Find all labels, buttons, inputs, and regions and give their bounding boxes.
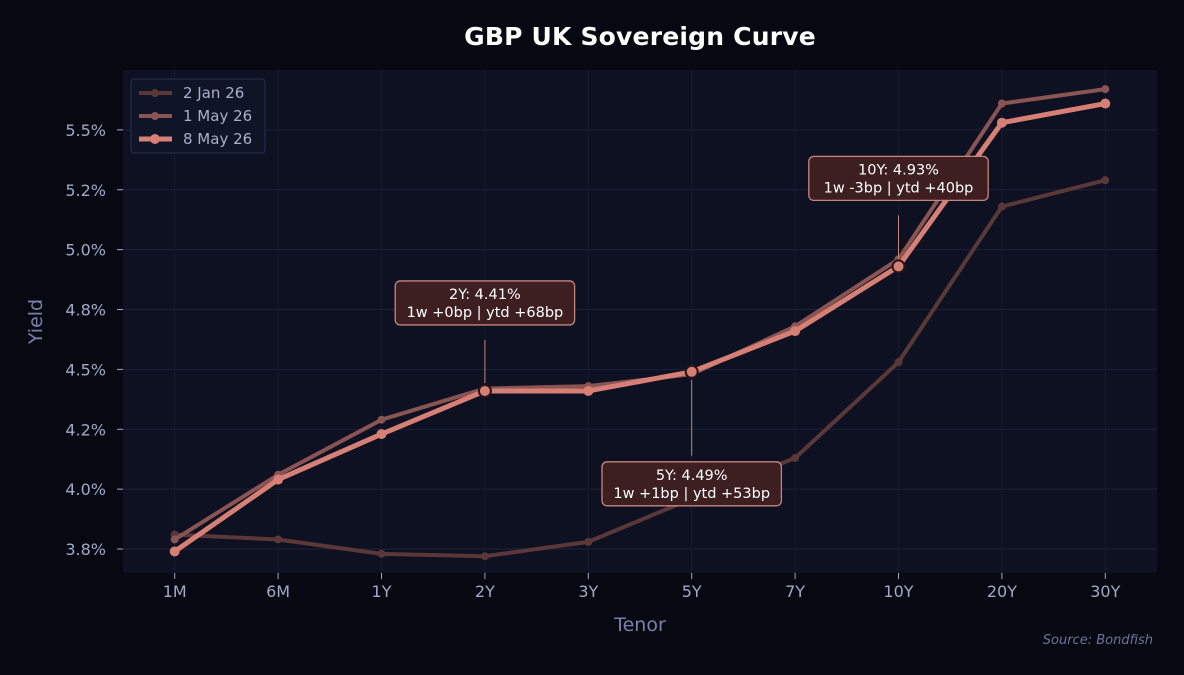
data-point <box>480 552 489 561</box>
x-tick-label: 1M <box>163 582 187 601</box>
x-tick-label: 7Y <box>785 582 805 601</box>
y-tick-label: 4.2% <box>65 420 106 439</box>
annotation-box <box>601 461 783 507</box>
annotation-line-2: 1w -3bp | ytd +40bp <box>824 180 974 196</box>
legend-item: 2 Jan 26 <box>139 84 244 102</box>
x-tick-label: 30Y <box>1090 582 1120 601</box>
y-tick-label: 4.0% <box>65 480 106 499</box>
data-point <box>377 415 386 424</box>
x-tick-label: 1Y <box>372 582 392 601</box>
y-axis-label: Yield <box>25 299 47 345</box>
highlight-point <box>684 364 699 379</box>
series-2-jan-26 <box>170 176 1110 561</box>
data-point <box>894 358 903 367</box>
x-axis-label: Tenor <box>613 614 666 636</box>
legend-label: 2 Jan 26 <box>183 84 244 102</box>
data-point <box>584 537 593 546</box>
series-line <box>172 178 1108 559</box>
legend-box <box>130 78 266 154</box>
data-point <box>170 535 179 544</box>
annotation-10y: 10Y: 4.93% 1w -3bp | ytd +40bp <box>808 155 989 274</box>
annotation-line-1: 10Y: 4.93% <box>858 162 939 178</box>
x-tick-label: 5Y <box>682 582 702 601</box>
y-tick-label: 4.8% <box>65 301 106 320</box>
x-tick-label: 20Y <box>987 582 1017 601</box>
legend-label: 1 May 26 <box>183 107 252 125</box>
data-point <box>1101 85 1110 94</box>
annotation-line-2: 1w +0bp | ytd +68bp <box>407 305 564 321</box>
data-point <box>997 99 1006 108</box>
legend-swatch-marker <box>151 112 159 120</box>
data-point <box>169 546 180 557</box>
data-point <box>996 117 1007 128</box>
y-tick-label: 5.2% <box>65 181 106 200</box>
legend-item: 8 May 26 <box>139 130 252 148</box>
data-point <box>274 535 283 544</box>
data-point <box>1101 176 1110 185</box>
annotation-box <box>808 155 989 202</box>
y-tick-label: 5.5% <box>65 121 106 140</box>
annotation-line-2: 1w +1bp | ytd +53bp <box>613 486 770 502</box>
x-tick-label: 6M <box>266 582 290 601</box>
y-axis-ticks: 3.8% 4.0% 4.2% 4.5% 4.8% 5.0% 5.2% 5.5% <box>65 121 123 559</box>
highlight-point <box>891 259 906 274</box>
legend-label: 8 May 26 <box>183 130 252 148</box>
annotation-5y: 5Y: 4.49% 1w +1bp | ytd +53bp <box>601 364 783 507</box>
y-tick-label: 3.8% <box>65 540 106 559</box>
x-tick-label: 3Y <box>578 582 598 601</box>
data-point <box>997 202 1006 211</box>
legend: 2 Jan 26 1 May 26 8 May 26 <box>130 78 266 154</box>
data-point <box>273 474 284 485</box>
x-tick-label: 2Y <box>475 582 495 601</box>
data-point <box>376 429 387 440</box>
data-point <box>790 326 801 337</box>
annotation-line-1: 5Y: 4.49% <box>656 468 728 484</box>
annotation-box <box>394 280 576 326</box>
data-point <box>583 385 594 396</box>
legend-swatch-marker <box>151 89 159 97</box>
legend-item: 1 May 26 <box>139 107 252 125</box>
highlight-point <box>477 383 492 398</box>
annotations: 2Y: 4.41% 1w +0bp | ytd +68bp 5Y: 4.49% 1w … <box>394 155 989 507</box>
data-point <box>377 549 386 558</box>
annotation-2y: 2Y: 4.41% 1w +0bp | ytd +68bp <box>394 280 576 398</box>
data-point <box>1100 98 1111 109</box>
source-note: Source: Bondfish <box>1042 633 1153 648</box>
data-point <box>791 454 800 463</box>
chart-title: GBP UK Sovereign Curve <box>464 22 816 51</box>
x-axis-ticks: 1M 6M 1Y 2Y 3Y 5Y 7Y 10Y 20Y 30Y <box>163 573 1121 601</box>
annotation-line-1: 2Y: 4.41% <box>449 287 521 303</box>
legend-swatch-marker <box>150 134 160 144</box>
x-tick-label: 10Y <box>883 582 913 601</box>
y-tick-label: 4.5% <box>65 360 106 379</box>
y-tick-label: 5.0% <box>65 241 106 260</box>
